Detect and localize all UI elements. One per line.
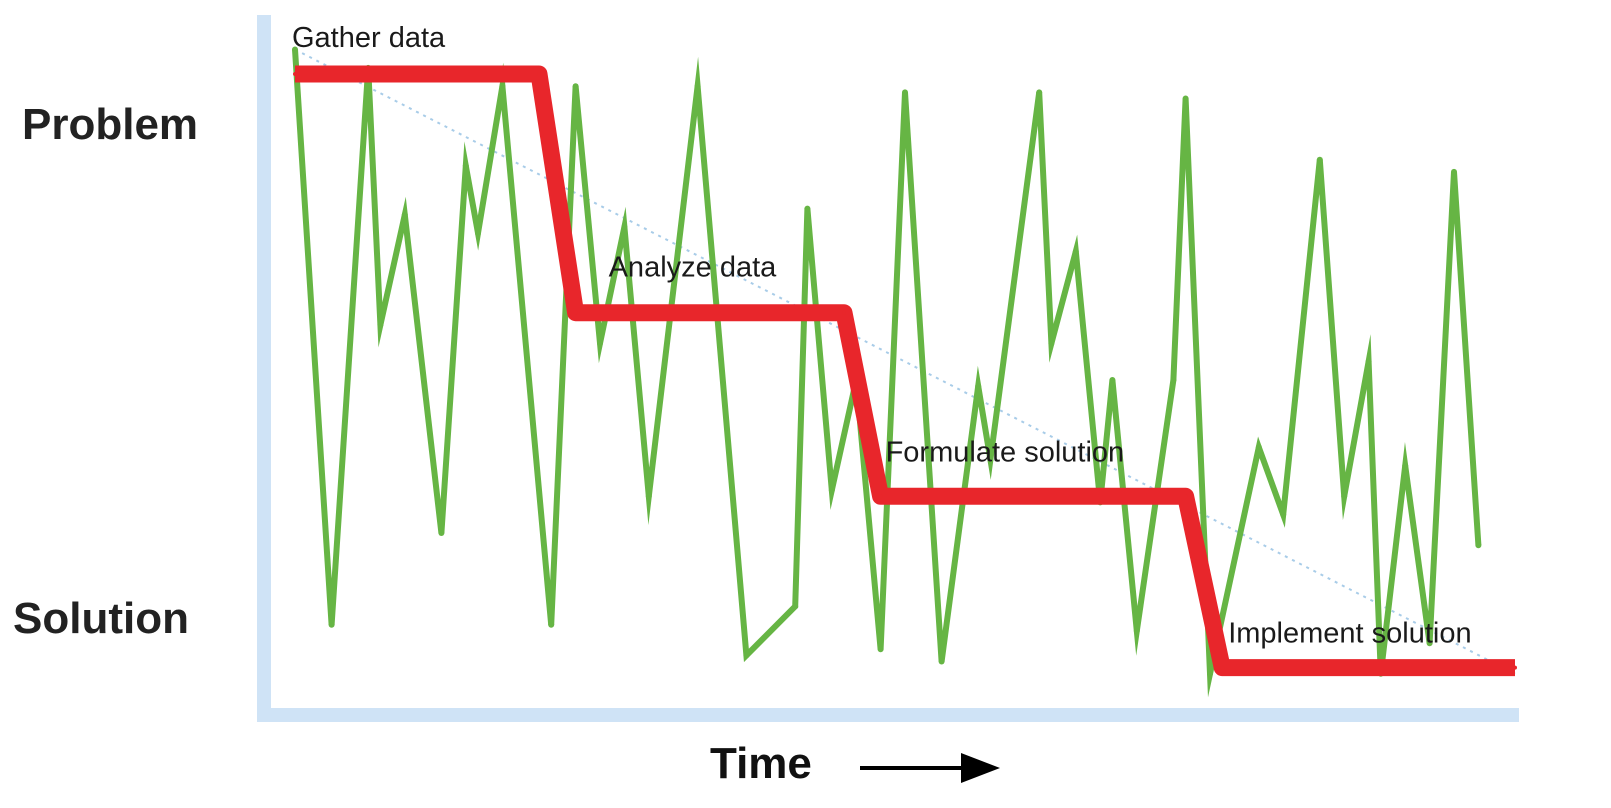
chart-axes [257, 15, 1519, 722]
chaos-point [902, 89, 908, 96]
stage-label-4: Implement solution [1228, 618, 1471, 650]
chaos-point [377, 321, 384, 328]
chaos-point [292, 46, 298, 53]
chaos-point [804, 205, 811, 212]
chaos-point [621, 224, 628, 230]
stage-point [537, 72, 541, 76]
stage-label-layer: Gather data Analyze data Formulate solutio… [292, 22, 1472, 650]
stage-layer [293, 65, 1517, 677]
chaos-point [1207, 670, 1213, 677]
chaos-series-line [292, 49, 1482, 698]
chaos-point [1182, 95, 1189, 102]
stage-point [293, 72, 297, 76]
stage-point [1183, 494, 1188, 499]
chaos-point [1072, 248, 1079, 255]
chaos-point [1402, 462, 1409, 469]
chaos-point [1048, 340, 1055, 347]
chaos-point [1170, 377, 1177, 383]
chaos-point [1036, 89, 1043, 96]
stage-point [842, 310, 846, 315]
chaos-point [572, 83, 579, 90]
chaos-point [975, 383, 982, 390]
chaos-point [548, 621, 555, 628]
chaos-point [438, 530, 445, 536]
stage-point [1220, 665, 1225, 670]
chaos-point [462, 162, 469, 169]
stage-point [573, 310, 578, 315]
arrow-right-icon [860, 753, 1000, 783]
chaos-point [792, 603, 799, 610]
chaos-point [828, 487, 835, 494]
stage-label-1: Gather data [292, 22, 446, 54]
chaos-layer [292, 46, 1482, 698]
chaos-point [877, 646, 884, 653]
stage-point [1513, 665, 1517, 670]
chaos-point [1316, 156, 1323, 163]
chaos-point [645, 493, 652, 500]
chaos-point [499, 83, 506, 90]
y-label-solution: Solution [13, 594, 189, 643]
x-label-time: Time [710, 739, 812, 788]
stage-point [878, 494, 883, 499]
chaos-point [475, 230, 481, 237]
chaos-point [1451, 168, 1457, 175]
chaos-point [1255, 444, 1262, 451]
chaos-point [1475, 542, 1482, 549]
chaos-point [1341, 493, 1348, 500]
stage-series-line [295, 65, 1515, 677]
chaos-point [694, 83, 701, 90]
chaos-point [1426, 640, 1433, 647]
chaos-point [1280, 511, 1287, 518]
stage-label-2: Analyze data [609, 252, 778, 284]
chaos-point [1109, 377, 1116, 383]
y-label-problem: Problem [22, 100, 199, 149]
y-axis [257, 15, 271, 721]
chaos-point [1365, 358, 1372, 365]
chaos-point [1133, 627, 1140, 634]
stage-label-3: Formulate solution [886, 436, 1125, 468]
chaos-point [328, 621, 335, 628]
chaos-point [597, 340, 603, 347]
chaos-point [987, 456, 994, 463]
chaos-point [938, 658, 945, 665]
chaos-point [743, 652, 750, 659]
x-axis [257, 708, 1519, 722]
chaos-point [401, 211, 408, 218]
